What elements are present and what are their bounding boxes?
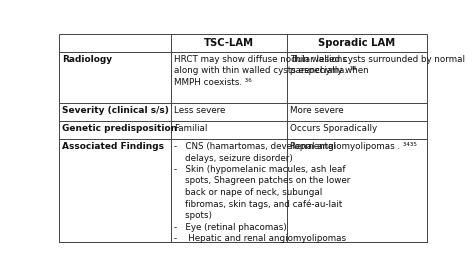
Text: -   CNS (hamartomas, developmental
    delays, seizure disorder)
-   Skin (hypom: - CNS (hamartomas, developmental delays,… xyxy=(174,142,351,243)
Text: HRCT may show diffuse nodular lesions
along with thin walled cysts especially wh: HRCT may show diffuse nodular lesions al… xyxy=(174,55,369,87)
Text: Thin walled cysts surrounded by normal
parenchyma. ³⁶: Thin walled cysts surrounded by normal p… xyxy=(290,55,465,75)
Text: TSC-LAM: TSC-LAM xyxy=(204,38,254,48)
Text: Sporadic LAM: Sporadic LAM xyxy=(318,38,395,48)
Text: More severe: More severe xyxy=(290,106,344,115)
Text: Associated Findings: Associated Findings xyxy=(62,142,164,151)
Text: Less severe: Less severe xyxy=(174,106,226,115)
Text: Severity (clinical s/s): Severity (clinical s/s) xyxy=(62,106,169,115)
Text: Occurs Sporadically: Occurs Sporadically xyxy=(290,124,377,133)
Text: Radiology: Radiology xyxy=(62,55,112,64)
Text: Genetic predisposition: Genetic predisposition xyxy=(62,124,177,133)
Text: Renal angiomyolipomas . ³⁴³⁵: Renal angiomyolipomas . ³⁴³⁵ xyxy=(290,142,417,151)
Text: Familial: Familial xyxy=(174,124,208,133)
